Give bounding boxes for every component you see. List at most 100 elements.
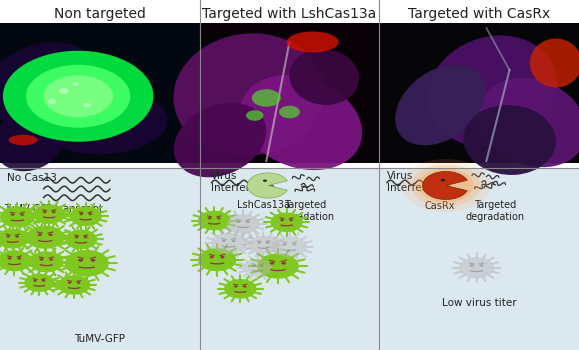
Circle shape	[10, 214, 14, 216]
Wedge shape	[423, 172, 467, 200]
Circle shape	[26, 226, 64, 249]
Circle shape	[270, 212, 303, 232]
Circle shape	[16, 236, 19, 238]
Circle shape	[38, 233, 42, 236]
Circle shape	[0, 229, 29, 248]
Circle shape	[243, 286, 247, 288]
Text: Virus
Interference: Virus Interference	[387, 171, 450, 193]
Circle shape	[0, 206, 35, 228]
Circle shape	[470, 264, 474, 267]
Circle shape	[257, 253, 299, 279]
Bar	[0, 168, 200, 350]
Circle shape	[211, 233, 246, 254]
Circle shape	[26, 65, 130, 128]
Circle shape	[270, 262, 274, 265]
Ellipse shape	[463, 105, 556, 175]
Circle shape	[0, 250, 32, 271]
Circle shape	[411, 164, 481, 206]
Circle shape	[65, 230, 97, 249]
Bar	[200, 23, 379, 163]
Circle shape	[72, 82, 78, 86]
Text: LshCas13a: LshCas13a	[237, 200, 290, 210]
Circle shape	[227, 214, 259, 234]
Circle shape	[280, 219, 284, 221]
Ellipse shape	[287, 32, 339, 52]
Circle shape	[224, 279, 256, 299]
Circle shape	[83, 103, 90, 107]
Circle shape	[234, 286, 237, 288]
Text: Low virus titer: Low virus titer	[442, 298, 516, 308]
Circle shape	[246, 221, 250, 223]
Circle shape	[89, 213, 92, 215]
Circle shape	[246, 110, 263, 121]
Ellipse shape	[174, 33, 324, 156]
Circle shape	[69, 206, 102, 226]
Circle shape	[68, 282, 71, 284]
Circle shape	[248, 236, 278, 254]
Circle shape	[221, 256, 225, 258]
Circle shape	[75, 236, 78, 238]
Ellipse shape	[530, 38, 579, 88]
Circle shape	[479, 264, 483, 267]
Text: Targeted with LshCas13a: Targeted with LshCas13a	[203, 7, 376, 21]
Circle shape	[266, 242, 269, 244]
Circle shape	[292, 243, 296, 246]
Ellipse shape	[427, 35, 557, 147]
Circle shape	[33, 204, 65, 224]
Circle shape	[49, 233, 53, 236]
Circle shape	[263, 180, 267, 182]
Text: Targeted with CasRx: Targeted with CasRx	[408, 7, 551, 21]
Circle shape	[237, 221, 240, 223]
Circle shape	[283, 243, 287, 246]
Circle shape	[198, 248, 236, 271]
Circle shape	[43, 211, 46, 213]
Ellipse shape	[174, 103, 266, 177]
Circle shape	[42, 280, 45, 282]
Bar	[0, 23, 200, 163]
Circle shape	[43, 75, 113, 117]
Circle shape	[290, 219, 293, 221]
Ellipse shape	[9, 135, 38, 145]
Circle shape	[52, 211, 56, 213]
Bar	[200, 168, 379, 350]
Ellipse shape	[290, 49, 359, 105]
Circle shape	[84, 236, 87, 238]
Ellipse shape	[395, 65, 485, 145]
Circle shape	[77, 282, 80, 284]
Circle shape	[217, 217, 221, 219]
Circle shape	[402, 159, 490, 212]
Circle shape	[252, 89, 281, 107]
Bar	[379, 23, 579, 163]
Circle shape	[79, 213, 83, 215]
Circle shape	[222, 240, 226, 242]
Circle shape	[17, 257, 21, 260]
Circle shape	[243, 259, 272, 276]
Circle shape	[34, 280, 37, 282]
Circle shape	[281, 262, 286, 265]
Circle shape	[210, 256, 214, 258]
Circle shape	[20, 214, 24, 216]
Circle shape	[78, 259, 83, 262]
Circle shape	[459, 257, 494, 278]
Circle shape	[3, 51, 153, 142]
Circle shape	[65, 250, 109, 276]
Circle shape	[58, 275, 90, 295]
Circle shape	[8, 257, 12, 260]
Circle shape	[258, 242, 261, 244]
Text: Virus
Interference: Virus Interference	[211, 171, 275, 193]
Circle shape	[48, 99, 56, 104]
Circle shape	[208, 217, 211, 219]
Bar	[379, 168, 579, 350]
Ellipse shape	[479, 78, 579, 167]
Text: CasRx: CasRx	[425, 201, 455, 211]
Ellipse shape	[41, 91, 167, 154]
Ellipse shape	[240, 75, 362, 170]
Circle shape	[90, 259, 96, 262]
Text: Targeted
degradation: Targeted degradation	[276, 199, 335, 222]
Circle shape	[418, 169, 474, 202]
Circle shape	[24, 274, 54, 292]
Text: TuMV-GFP transcript: TuMV-GFP transcript	[4, 204, 102, 214]
Circle shape	[29, 251, 64, 272]
Circle shape	[441, 179, 445, 182]
Wedge shape	[247, 173, 287, 198]
